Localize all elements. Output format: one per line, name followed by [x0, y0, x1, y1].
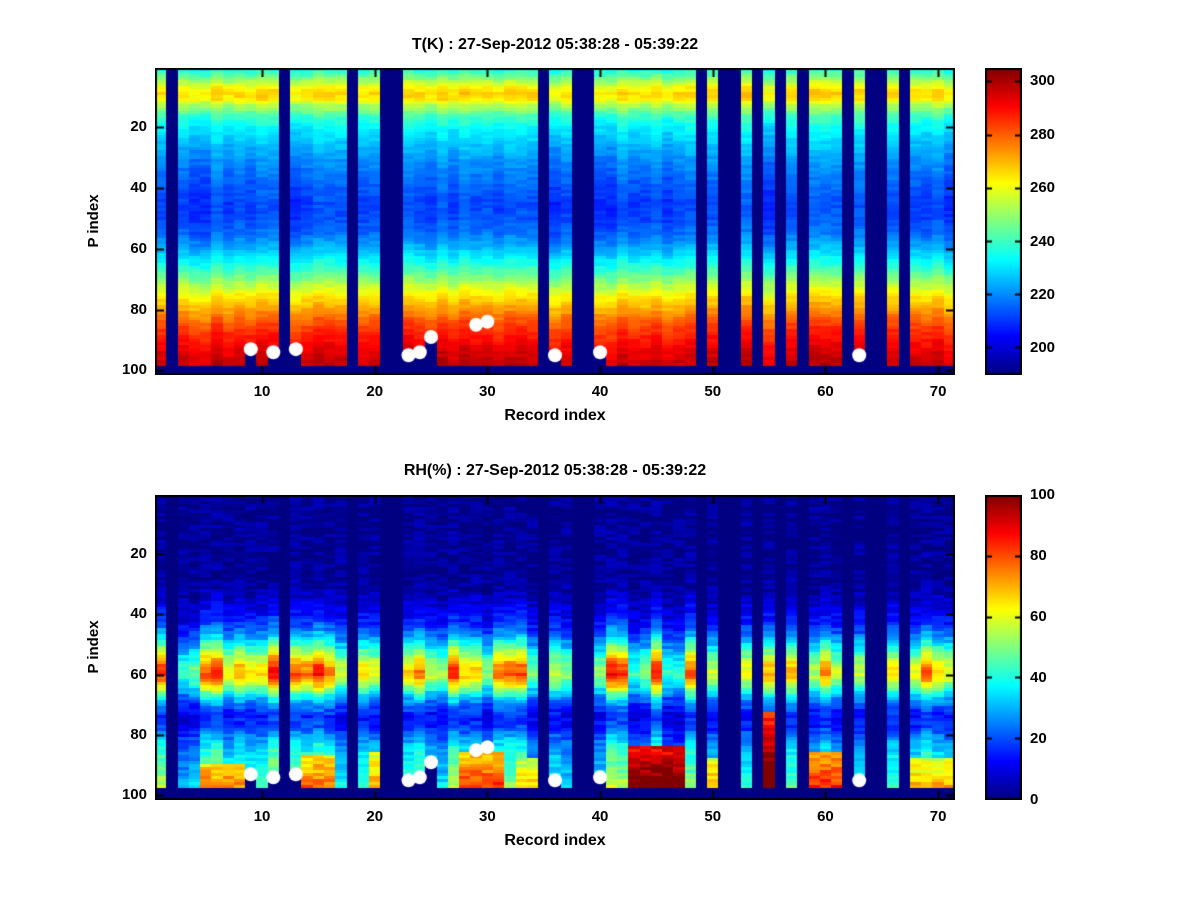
colorbar-tick-label: 60 — [1030, 608, 1047, 625]
temperature-heatmap-canvas — [155, 68, 955, 375]
colorbar-tick-label: 300 — [1030, 72, 1056, 90]
x-tick-label: 20 — [366, 383, 384, 400]
colorbar-tick-label: 20 — [1030, 730, 1047, 747]
x-tick-label: 60 — [817, 383, 834, 400]
colorbar-tick-label: 80 — [1030, 547, 1047, 564]
y-tick-label: 60 — [130, 665, 147, 683]
colorbar-tick-label: 200 — [1030, 339, 1056, 357]
x-tick-label: 60 — [817, 808, 834, 825]
colorbar-tick-label: 260 — [1030, 179, 1056, 197]
colorbar-tick-label: 280 — [1030, 125, 1056, 143]
colorbar-tick-label: 220 — [1030, 285, 1056, 303]
humidity-heatmap-canvas — [155, 495, 955, 800]
x-tick-label: 40 — [591, 808, 609, 825]
temperature-x-axis-label: Record index — [504, 407, 606, 424]
x-tick-label: 50 — [704, 383, 722, 400]
y-tick-label: 100 — [121, 786, 147, 804]
x-tick-label: 20 — [366, 808, 384, 825]
colorbar-tick-label: 0 — [1030, 791, 1039, 808]
x-tick-label: 10 — [253, 808, 271, 825]
y-tick-label: 40 — [130, 605, 147, 623]
y-tick-label: 80 — [130, 726, 147, 744]
humidity-x-axis-label: Record index — [504, 832, 606, 849]
humidity-y-axis-label: P index — [85, 620, 102, 674]
humidity-plot-title: RH(%) : 27-Sep-2012 05:38:28 - 05:39:22 — [403, 462, 707, 479]
temperature-colorbar-canvas — [985, 68, 1022, 375]
x-tick-label: 30 — [479, 383, 496, 400]
x-tick-label: 50 — [704, 808, 722, 825]
y-tick-label: 20 — [130, 118, 147, 136]
humidity-colorbar-canvas — [985, 495, 1022, 800]
y-tick-label: 40 — [130, 179, 147, 197]
x-tick-label: 10 — [253, 383, 271, 400]
x-tick-label: 40 — [591, 383, 609, 400]
y-tick-label: 100 — [121, 361, 147, 379]
colorbar-tick-label: 240 — [1030, 232, 1056, 250]
x-tick-label: 30 — [479, 808, 496, 825]
temperature-y-axis-label: P index — [85, 194, 102, 248]
x-tick-label: 70 — [929, 808, 947, 825]
y-tick-label: 60 — [130, 239, 147, 257]
y-tick-label: 20 — [130, 544, 147, 562]
x-tick-label: 70 — [929, 383, 947, 400]
colorbar-tick-label: 100 — [1030, 486, 1056, 503]
temperature-plot-title: T(K) : 27-Sep-2012 05:38:28 - 05:39:22 — [411, 36, 699, 53]
colorbar-tick-label: 40 — [1030, 669, 1047, 686]
y-tick-label: 80 — [130, 300, 147, 318]
